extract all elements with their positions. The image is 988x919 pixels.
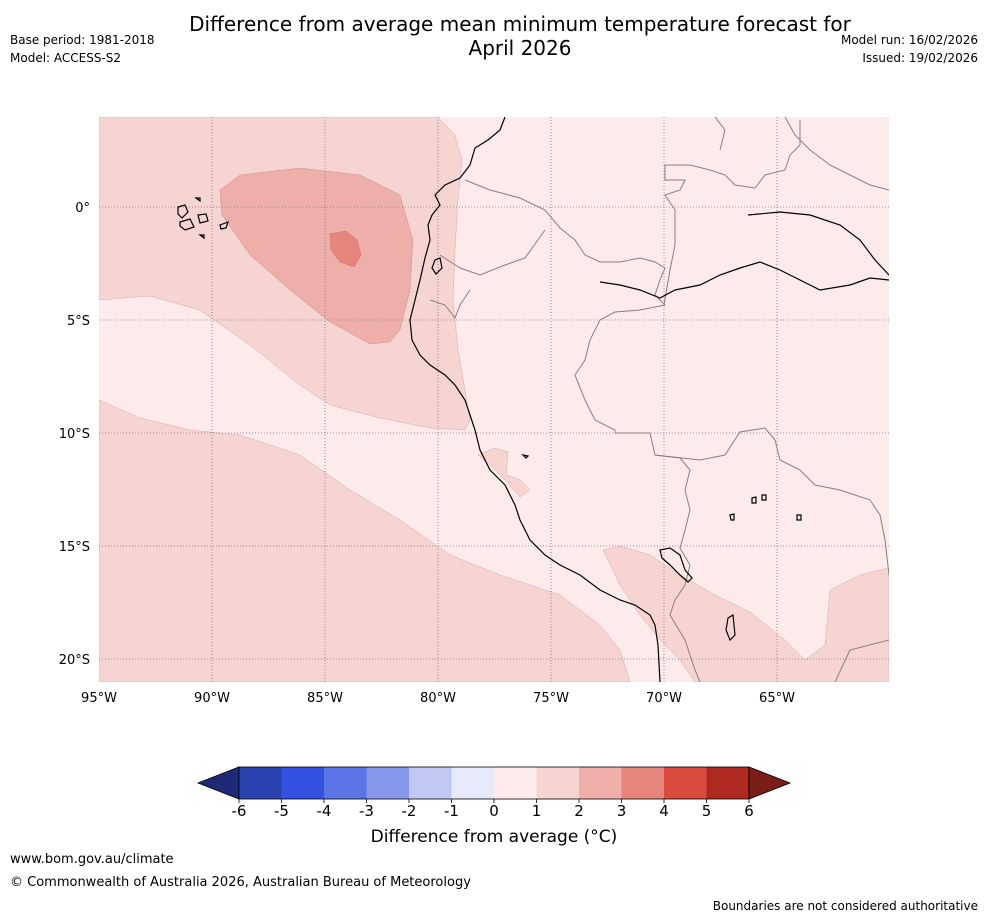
colorbar-segment-6 [494, 767, 537, 799]
base-period: Base period: 1981-2018 [10, 33, 155, 47]
colorbar-tick-label: 6 [744, 802, 754, 820]
model-run: Model run: 16/02/2026 [840, 33, 978, 47]
colorbar-tick-label: 1 [532, 802, 542, 820]
colorbar-tick-label: 4 [659, 802, 669, 820]
longitude-labels: 95°W 90°W 85°W 80°W 75°W 70°W 65°W [81, 691, 795, 706]
chart-title: Difference from average mean minimum tem… [100, 12, 940, 60]
anomaly-band-2-3-patch [477, 447, 531, 498]
map-lines [177, 117, 889, 682]
colorbar-tick-label: -3 [359, 802, 374, 820]
colorbar-segment-3 [366, 767, 409, 799]
colorbar-segment-2 [324, 767, 367, 799]
coastline [409, 117, 889, 682]
gridlines [99, 117, 889, 682]
colorbar-tick-label: -1 [444, 802, 459, 820]
lon-label-85w: 85°W [307, 691, 343, 706]
title-line-1: Difference from average mean minimum tem… [189, 12, 851, 36]
colorbar-tick-label: -5 [274, 802, 289, 820]
colorbar-segment-0 [239, 767, 282, 799]
lon-label-75w: 75°W [533, 691, 569, 706]
anomaly-band-2-3-south [99, 399, 631, 682]
galapagos-islands [177, 197, 802, 642]
lon-label-95w: 95°W [81, 691, 117, 706]
country-boundaries [429, 117, 889, 682]
bom-url[interactable]: www.bom.gov.au/climate [10, 852, 174, 867]
lat-label-20s: 20°S [59, 653, 90, 668]
model-name: Model: ACCESS-S2 [10, 51, 122, 65]
lat-label-5s: 5°S [67, 314, 90, 329]
colorbar-arrow-low [196, 766, 240, 800]
anomaly-band-4-5 [329, 230, 362, 268]
colorbar-label: Difference from average (°C) [370, 827, 618, 847]
meta-left: Base period: 1981-2018 Model: ACCESS-S2 [10, 31, 155, 67]
latitude-labels: 0° 5°S 10°S 15°S 20°S [59, 201, 90, 668]
boundary-disclaimer: Boundaries are not considered authoritat… [712, 899, 978, 913]
colorbar-tick-label: 2 [574, 802, 584, 820]
lat-label-10s: 10°S [59, 427, 90, 442]
lat-label-15s: 15°S [59, 540, 90, 555]
copyright-notice: © Commonwealth of Australia 2026, Austra… [10, 875, 471, 890]
lon-label-70w: 70°W [646, 691, 682, 706]
colorbar-arrow-high [748, 766, 792, 800]
colorbar-tick-label: 3 [617, 802, 627, 820]
colorbar [196, 766, 792, 800]
colorbar-segment-4 [409, 767, 452, 799]
colorbar-segment-7 [536, 767, 579, 799]
colorbar-segment-5 [451, 767, 494, 799]
colorbar-tick-label: 0 [489, 802, 499, 820]
issued-date: Issued: 19/02/2026 [862, 51, 978, 65]
colorbar-tick-label: -4 [317, 802, 332, 820]
lat-label-0: 0° [75, 201, 90, 216]
colorbar-segment-9 [621, 767, 664, 799]
lon-label-90w: 90°W [194, 691, 230, 706]
anomaly-band-3-4 [219, 167, 414, 345]
colorbar-tick-label: 5 [702, 802, 712, 820]
colorbar-tick-label: -2 [402, 802, 417, 820]
colorbar-segment-1 [281, 767, 324, 799]
colorbar-tick-label: -6 [232, 802, 247, 820]
colorbar-segment-10 [664, 767, 707, 799]
title-line-2: April 2026 [468, 36, 572, 60]
colorbar-segment-8 [579, 767, 622, 799]
lon-label-65w: 65°W [759, 691, 795, 706]
colorbar-segment-11 [706, 767, 749, 799]
map-area [99, 117, 889, 682]
colorbar-ticks: -6 -5 -4 -3 -2 -1 0 1 2 3 4 5 6 [232, 799, 754, 820]
meta-right: Model run: 16/02/2026 Issued: 19/02/2026 [841, 31, 978, 67]
lon-label-80w: 80°W [420, 691, 456, 706]
